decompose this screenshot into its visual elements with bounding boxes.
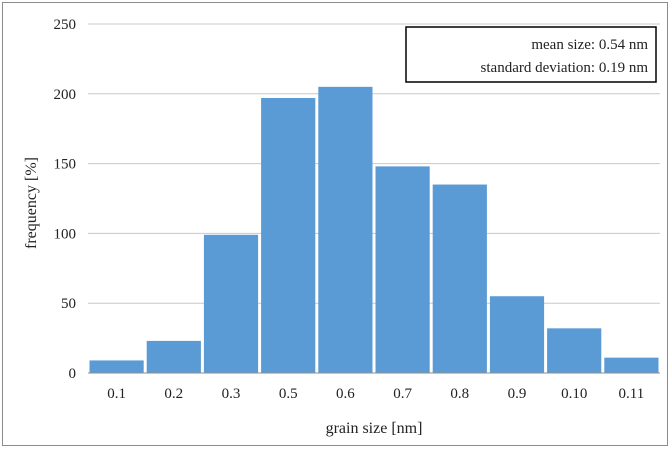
bar-0.9 <box>489 296 545 373</box>
x-tick-label: 0.6 <box>336 386 355 402</box>
x-tick-label: 0.3 <box>222 386 241 402</box>
y-tick-label: 100 <box>54 226 77 242</box>
std-dev-text: standard deviation: 0.19 nm <box>481 60 649 76</box>
y-tick-labels: 0 50 100 150 200 250 <box>54 17 77 382</box>
bar-0.2 <box>146 340 201 373</box>
mean-size-text: mean size: 0.54 nm <box>531 37 648 53</box>
bar-0.3 <box>203 234 259 373</box>
y-axis-label: frequency [%] <box>23 157 40 249</box>
stats-box: mean size: 0.54 nm standard deviation: 0… <box>405 26 657 83</box>
x-tick-label: 0.8 <box>450 386 469 402</box>
bar-0.10 <box>547 328 602 373</box>
gridlines <box>88 23 660 304</box>
stats-box-border <box>405 26 657 83</box>
x-tick-label: 0.7 <box>393 386 412 402</box>
x-tick-label: 0.11 <box>619 386 645 402</box>
bar-0.1 <box>89 360 144 373</box>
x-tick-label: 0.9 <box>508 386 527 402</box>
y-tick-label: 200 <box>54 87 77 103</box>
bar-0.8 <box>432 184 487 373</box>
x-tick-label: 0.2 <box>164 386 183 402</box>
x-tick-label: 0.10 <box>561 386 587 402</box>
y-tick-label: 0 <box>69 366 77 382</box>
y-tick-label: 50 <box>61 296 76 312</box>
x-tick-labels: 0.1 0.2 0.3 0.5 0.6 0.7 0.8 0.9 0.10 0.11 <box>107 386 644 402</box>
bar-0.5 <box>261 97 316 373</box>
bars <box>89 86 659 373</box>
x-tick-label: 0.5 <box>279 386 298 402</box>
y-tick-label: 150 <box>54 157 77 173</box>
bar-0.11 <box>604 357 659 373</box>
x-tick-label: 0.1 <box>107 386 126 402</box>
bar-0.7 <box>375 166 430 373</box>
bar-0.6 <box>318 86 373 373</box>
x-axis-label: grain size [nm] <box>326 420 423 437</box>
y-tick-label: 250 <box>54 17 77 33</box>
